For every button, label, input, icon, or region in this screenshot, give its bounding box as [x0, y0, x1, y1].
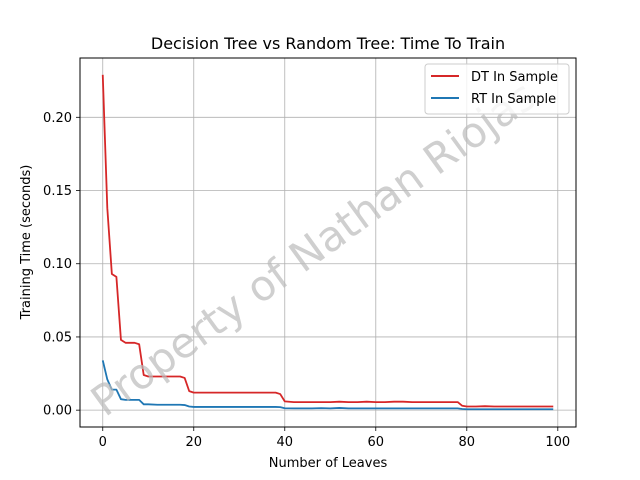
grid-lines: [80, 58, 576, 427]
series-line-dt-in-sample: [101, 74, 554, 408]
y-axis-ticks: 0.00 0.05 0.10 0.15 0.20: [43, 111, 80, 419]
legend-label-dt: DT In Sample: [471, 70, 558, 85]
chart-title: Decision Tree vs Random Tree: Time To Tr…: [151, 34, 505, 53]
y-tick-label: 0.10: [43, 257, 72, 272]
plot-frame: [79, 57, 577, 428]
y-tick-label: 0.20: [43, 111, 72, 126]
legend-label-rt: RT In Sample: [471, 92, 556, 107]
series-layer: [101, 74, 554, 411]
x-tick-label: 80: [459, 435, 476, 450]
y-axis-label: Training Time (seconds): [19, 165, 34, 321]
legend: DT In Sample RT In Sample: [424, 63, 570, 115]
y-tick-label: 0.00: [43, 404, 72, 419]
y-tick-label: 0.05: [43, 330, 72, 345]
y-tick-label: 0.15: [43, 184, 72, 199]
x-tick-label: 100: [545, 435, 570, 450]
x-axis-label: Number of Leaves: [269, 456, 388, 471]
legend-box: [424, 63, 570, 115]
x-tick-label: 20: [185, 435, 202, 450]
series-line-rt-in-sample: [101, 360, 554, 411]
x-tick-label: 60: [368, 435, 385, 450]
x-tick-label: 0: [99, 435, 107, 450]
x-tick-label: 40: [276, 435, 293, 450]
x-axis-ticks: 0 20 40 60 80 100: [99, 427, 570, 450]
